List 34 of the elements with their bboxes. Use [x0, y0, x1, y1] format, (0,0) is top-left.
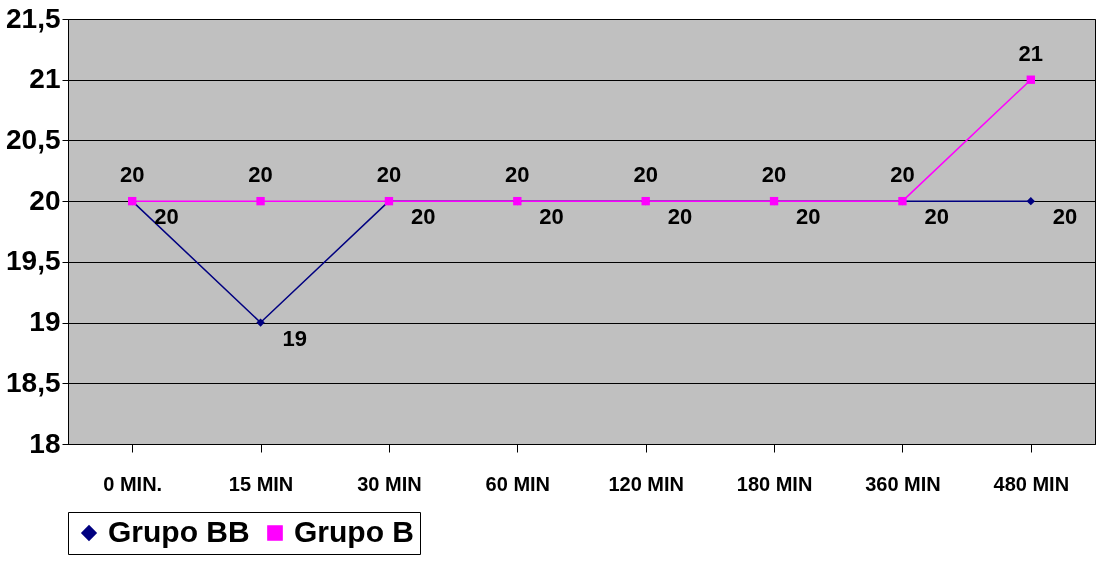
legend-label: Grupo B — [294, 515, 414, 548]
x-tick-label: 180 MIN — [736, 472, 813, 495]
data-label: 20 — [248, 162, 273, 188]
data-label: 20 — [154, 204, 179, 230]
data-label: 21 — [1018, 40, 1044, 66]
x-tick-label: 15 MIN — [228, 472, 294, 495]
y-tick-label: 20 — [29, 184, 61, 216]
data-label: 20 — [1052, 204, 1078, 230]
data-label: 20 — [890, 162, 915, 188]
data-label: 20 — [410, 204, 436, 230]
y-tick-label: 18,5 — [6, 366, 61, 398]
data-label: 20 — [924, 204, 949, 230]
x-tick-label: 480 MIN — [993, 472, 1070, 495]
data-label: 20 — [376, 162, 402, 188]
data-label: 20 — [539, 204, 564, 230]
y-tick-label: 21,5 — [6, 2, 61, 34]
x-tick-label: 0 MIN. — [103, 472, 163, 495]
x-tick-label: 360 MIN — [865, 472, 941, 495]
y-tick-label: 20,5 — [6, 123, 61, 155]
x-tick-label: 60 MIN — [485, 472, 551, 495]
y-tick-label: 19,5 — [6, 245, 61, 277]
x-tick-label: 120 MIN — [608, 472, 684, 495]
data-label: 20 — [119, 162, 145, 188]
data-label: 20 — [505, 162, 530, 188]
data-label: 20 — [761, 162, 787, 188]
data-label: 20 — [667, 204, 693, 230]
data-label: 20 — [796, 204, 821, 230]
data-label: 20 — [633, 162, 658, 188]
y-tick-label: 18 — [29, 427, 61, 459]
legend-label: Grupo BB — [108, 515, 250, 548]
x-tick-label: 30 MIN — [357, 472, 422, 495]
y-tick-label: 21 — [29, 63, 61, 95]
y-tick-label: 19 — [29, 306, 61, 338]
data-label: 19 — [282, 325, 308, 351]
